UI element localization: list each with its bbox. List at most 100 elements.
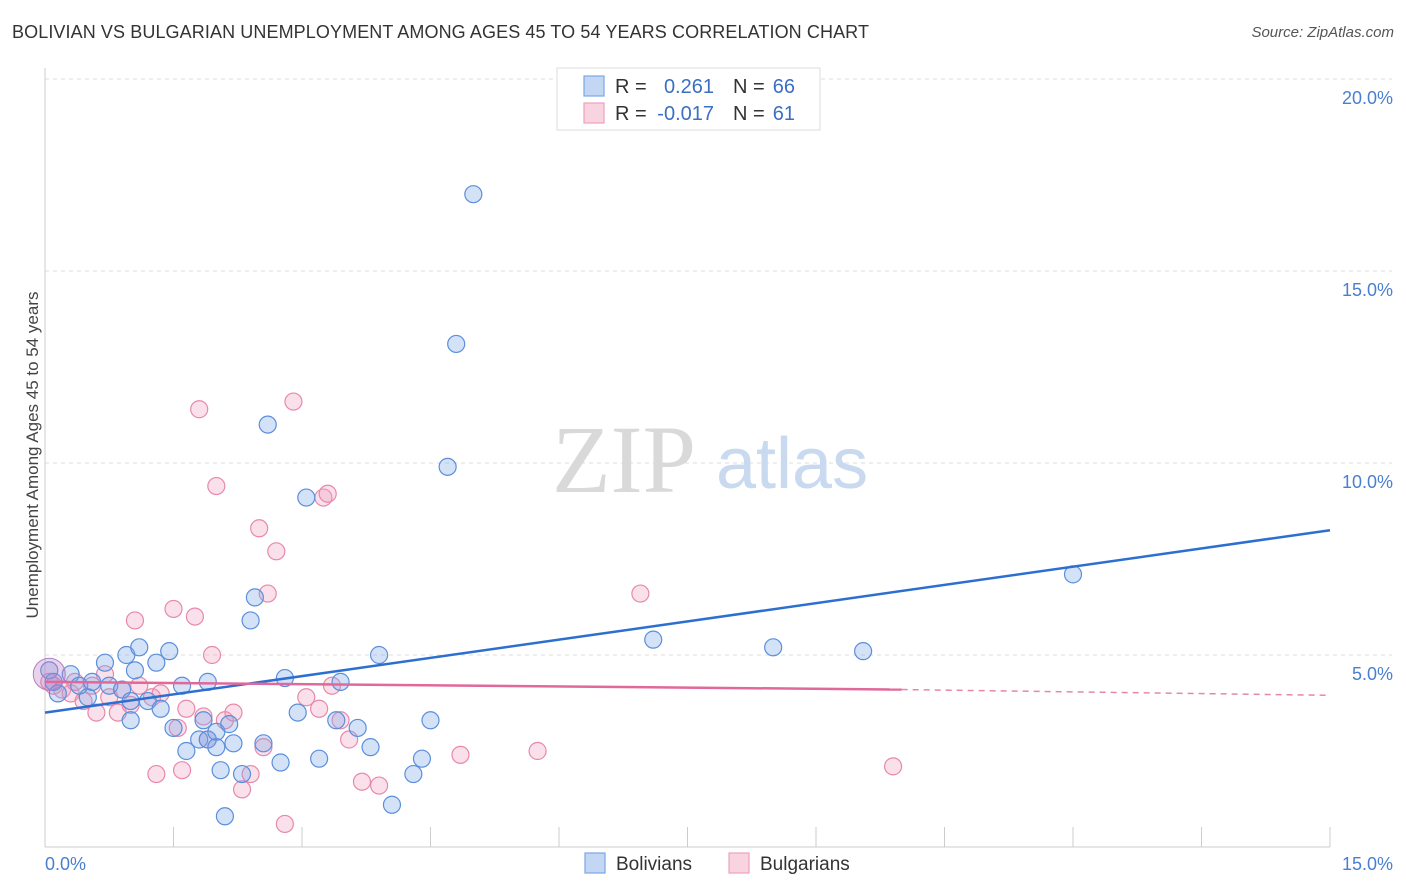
watermark: ZIP atlas <box>552 406 868 513</box>
bolivians-point-5 <box>78 688 97 707</box>
trendlines <box>44 528 1331 714</box>
y-tick-labels: 5.0% 10.0% 15.0% 20.0% <box>1342 88 1393 684</box>
bolivians-point-42 <box>327 711 346 730</box>
bulgarians-point-30 <box>232 780 252 799</box>
bolivians-point-49 <box>412 749 432 768</box>
bolivians-point-14 <box>130 638 149 657</box>
bolivians-point-32 <box>232 764 252 784</box>
bolivians-point-7 <box>95 653 115 672</box>
bulgarians-point-35 <box>267 542 286 561</box>
bolivians-point-56 <box>854 642 873 661</box>
bolivians-point-33 <box>241 611 260 630</box>
bolivians-point-23 <box>194 711 213 730</box>
bulgarians-point-23 <box>190 400 209 419</box>
bolivians-point-52 <box>447 334 466 354</box>
bulgarians-point-29 <box>224 703 243 722</box>
bottom-legend-label-bulgarians: Bulgarians <box>760 854 850 875</box>
bulgarians-point-13 <box>125 611 145 630</box>
legend-n-label-bolivians: N = <box>733 76 765 98</box>
bulgarians-point-19 <box>168 718 187 738</box>
bolivians-points <box>32 185 1083 826</box>
legend-swatch-bolivians <box>583 75 605 97</box>
bulgarians-point-47 <box>451 745 470 764</box>
bolivians-trendline <box>44 528 1331 714</box>
bulgarians-point-46 <box>370 776 389 795</box>
bolivians-point-47 <box>382 795 402 814</box>
bulgarians-point-49 <box>631 584 650 603</box>
bolivians-point-29 <box>215 807 234 826</box>
bolivians-point-53 <box>464 185 483 204</box>
bolivians-point-41 <box>310 749 329 768</box>
bulgarians-trendline-extension <box>901 688 1331 697</box>
chart-source: Source: ZipAtlas.com <box>1251 24 1394 41</box>
correlation-legend: R = 0.261 N = 66 R = -0.017 N = 61 <box>556 67 821 131</box>
gridlines <box>45 78 1392 656</box>
y-tick-label-2: 15.0% <box>1342 280 1393 300</box>
bolivians-point-39 <box>288 703 307 722</box>
bolivians-point-45 <box>361 738 380 757</box>
bolivians-point-cluster <box>32 657 66 691</box>
bolivians-point-0 <box>40 661 59 680</box>
y-tick-label-1: 10.0% <box>1342 472 1393 492</box>
bolivians-point-40 <box>297 488 316 507</box>
bolivians-point-44 <box>348 718 367 738</box>
bolivians-point-11 <box>121 711 140 730</box>
bulgarians-point-21 <box>177 699 196 718</box>
series-legend: Bolivians Bulgarians <box>584 852 850 875</box>
bulgarians-point-20 <box>172 761 192 780</box>
bulgarians-point-37 <box>284 392 303 411</box>
legend-r-label-bolivians: R = <box>615 76 647 98</box>
bolivians-point-18 <box>160 642 179 661</box>
bolivians-point-17 <box>151 699 170 718</box>
bolivians-point-12 <box>125 661 145 680</box>
bolivians-point-54 <box>644 630 663 649</box>
bolivians-point-51 <box>438 457 457 476</box>
bulgarians-point-33 <box>254 738 273 757</box>
bulgarians-point-18 <box>164 599 183 619</box>
bolivians-point-21 <box>177 741 196 761</box>
bolivians-point-27 <box>207 738 226 757</box>
bolivians-point-48 <box>404 764 423 784</box>
bulgarians-point-36 <box>275 814 294 834</box>
bolivians-point-34 <box>245 588 264 607</box>
x-tick-label-1: 15.0% <box>1342 854 1393 874</box>
y-tick-label-0: 5.0% <box>1352 664 1393 684</box>
bottom-legend-swatch-bolivians <box>584 852 606 874</box>
legend-n-value-bulgarians: 61 <box>773 103 795 125</box>
y-axis-label: Unemployment Among Ages 45 to 54 years <box>23 292 42 619</box>
legend-r-value-bolivians: 0.261 <box>664 76 714 98</box>
bolivians-point-55 <box>764 638 783 657</box>
bulgarians-point-41 <box>318 484 337 503</box>
bulgarians-point-39 <box>310 699 329 718</box>
legend-r-label-bulgarians: R = <box>615 103 647 125</box>
bulgarians-trendline <box>44 680 902 691</box>
bolivians-point-28 <box>211 761 230 780</box>
bulgarians-point-50 <box>883 757 903 776</box>
bottom-legend-label-bolivians: Bolivians <box>616 854 692 875</box>
bulgarians-point-38 <box>297 688 316 707</box>
bulgarians-point-43 <box>331 711 350 730</box>
bulgarians-point-45 <box>352 772 372 791</box>
bulgarians-point-27 <box>207 476 226 496</box>
chart-title: BOLIVIAN VS BULGARIAN UNEMPLOYMENT AMONG… <box>12 22 870 42</box>
bulgarians-point-24 <box>194 707 213 726</box>
bolivians-point-43 <box>331 672 350 691</box>
bolivians-point-31 <box>224 734 243 753</box>
bulgarians-point-26 <box>202 645 222 665</box>
watermark-zip: ZIP <box>552 406 696 513</box>
watermark-atlas: atlas <box>716 424 868 504</box>
legend-r-value-bulgarians: -0.017 <box>657 103 714 125</box>
bolivians-point-37 <box>271 753 290 772</box>
x-tick-labels: 0.0% 15.0% <box>45 854 1393 874</box>
bottom-legend-swatch-bulgarians <box>728 852 750 874</box>
bulgarians-point-16 <box>147 764 166 784</box>
legend-n-value-bolivians: 66 <box>773 76 795 98</box>
axes <box>44 68 1331 848</box>
bolivians-point-35 <box>254 734 273 753</box>
bolivians-point-46 <box>370 645 389 665</box>
bolivians-point-30 <box>220 715 239 734</box>
y-tick-label-3: 20.0% <box>1342 88 1393 108</box>
bolivians-point-16 <box>147 653 166 672</box>
bolivians-point-19 <box>164 718 183 738</box>
